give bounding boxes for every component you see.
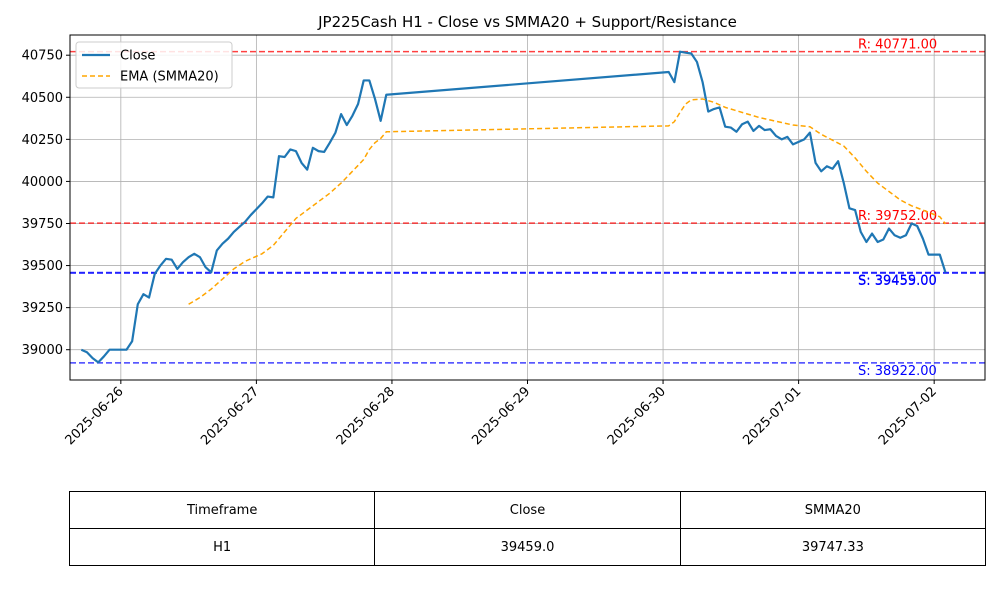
chart-legend: Close EMA (SMMA20) — [75, 41, 233, 89]
table-cell-timeframe: H1 — [68, 528, 376, 566]
support-label: S: 39455.00 — [858, 274, 937, 289]
legend-label: Close — [120, 49, 155, 64]
close-series-line — [80, 50, 947, 364]
y-tick-label: 39750 — [22, 217, 63, 232]
summary-table: Timeframe Close SMMA20 H1 39459.0 39747.… — [68, 491, 987, 566]
support-label: S: 39459.00 — [858, 273, 937, 288]
y-tick-label: 39500 — [22, 259, 63, 274]
y-tick-label: 40750 — [22, 49, 63, 64]
support-label: S: 38922.00 — [858, 364, 937, 379]
table-header-row: Timeframe Close SMMA20 — [68, 491, 987, 529]
legend-box — [75, 41, 233, 89]
chart-title: JP225Cash H1 - Close vs SMMA20 + Support… — [317, 13, 737, 31]
legend-label: EMA (SMMA20) — [120, 70, 219, 85]
table-header-smma20: SMMA20 — [679, 491, 987, 529]
y-tick-label: 39250 — [22, 301, 63, 316]
resistance-label: R: 40771.00 — [858, 38, 937, 53]
smma20-series-line — [188, 98, 947, 305]
table-header-timeframe: Timeframe — [68, 491, 376, 529]
resistance-label: R: 39752.00 — [858, 209, 937, 224]
table-cell-close: 39459.0 — [374, 528, 681, 566]
table-header-close: Close — [374, 491, 681, 529]
y-tick-label: 40500 — [22, 91, 63, 106]
table-row: H1 39459.0 39747.33 — [68, 528, 987, 566]
table-cell-smma20: 39747.33 — [679, 528, 987, 566]
y-tick-label: 39000 — [22, 343, 63, 358]
y-tick-label: 40000 — [22, 175, 63, 190]
y-tick-label: 40250 — [22, 133, 63, 148]
